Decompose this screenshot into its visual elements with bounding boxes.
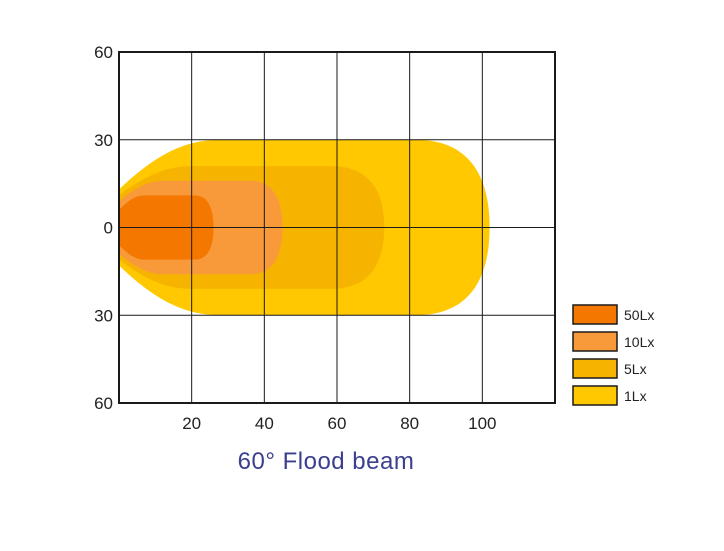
legend-swatch-1lx [572,385,618,406]
plot-frame [118,51,556,404]
y-tick-label: 60 [94,43,113,62]
x-axis-ticks: 20 40 60 80 100 [182,414,496,433]
legend-label-50lx: 50Lx [624,307,654,323]
legend: 50Lx 10Lx 5Lx 1Lx [572,304,654,406]
grid-lines [119,52,555,403]
y-tick-label: 30 [94,306,113,325]
legend-swatch-5lx [572,358,618,379]
legend-label-5lx: 5Lx [624,361,647,377]
x-tick-label: 20 [182,414,201,433]
legend-label-1lx: 1Lx [624,388,647,404]
x-tick-label: 60 [328,414,347,433]
x-tick-label: 80 [400,414,419,433]
x-tick-label: 100 [468,414,496,433]
x-tick-label: 40 [255,414,274,433]
y-tick-label: 60 [94,394,113,413]
y-tick-label: 30 [94,131,113,150]
y-tick-label: 0 [104,219,113,238]
y-axis-ticks: 60 30 0 30 60 [94,43,113,413]
legend-label-10lx: 10Lx [624,334,654,350]
legend-swatch-50lx [572,304,618,325]
chart-title: 60° Flood beam [238,448,415,475]
legend-swatch-10lx [572,331,618,352]
